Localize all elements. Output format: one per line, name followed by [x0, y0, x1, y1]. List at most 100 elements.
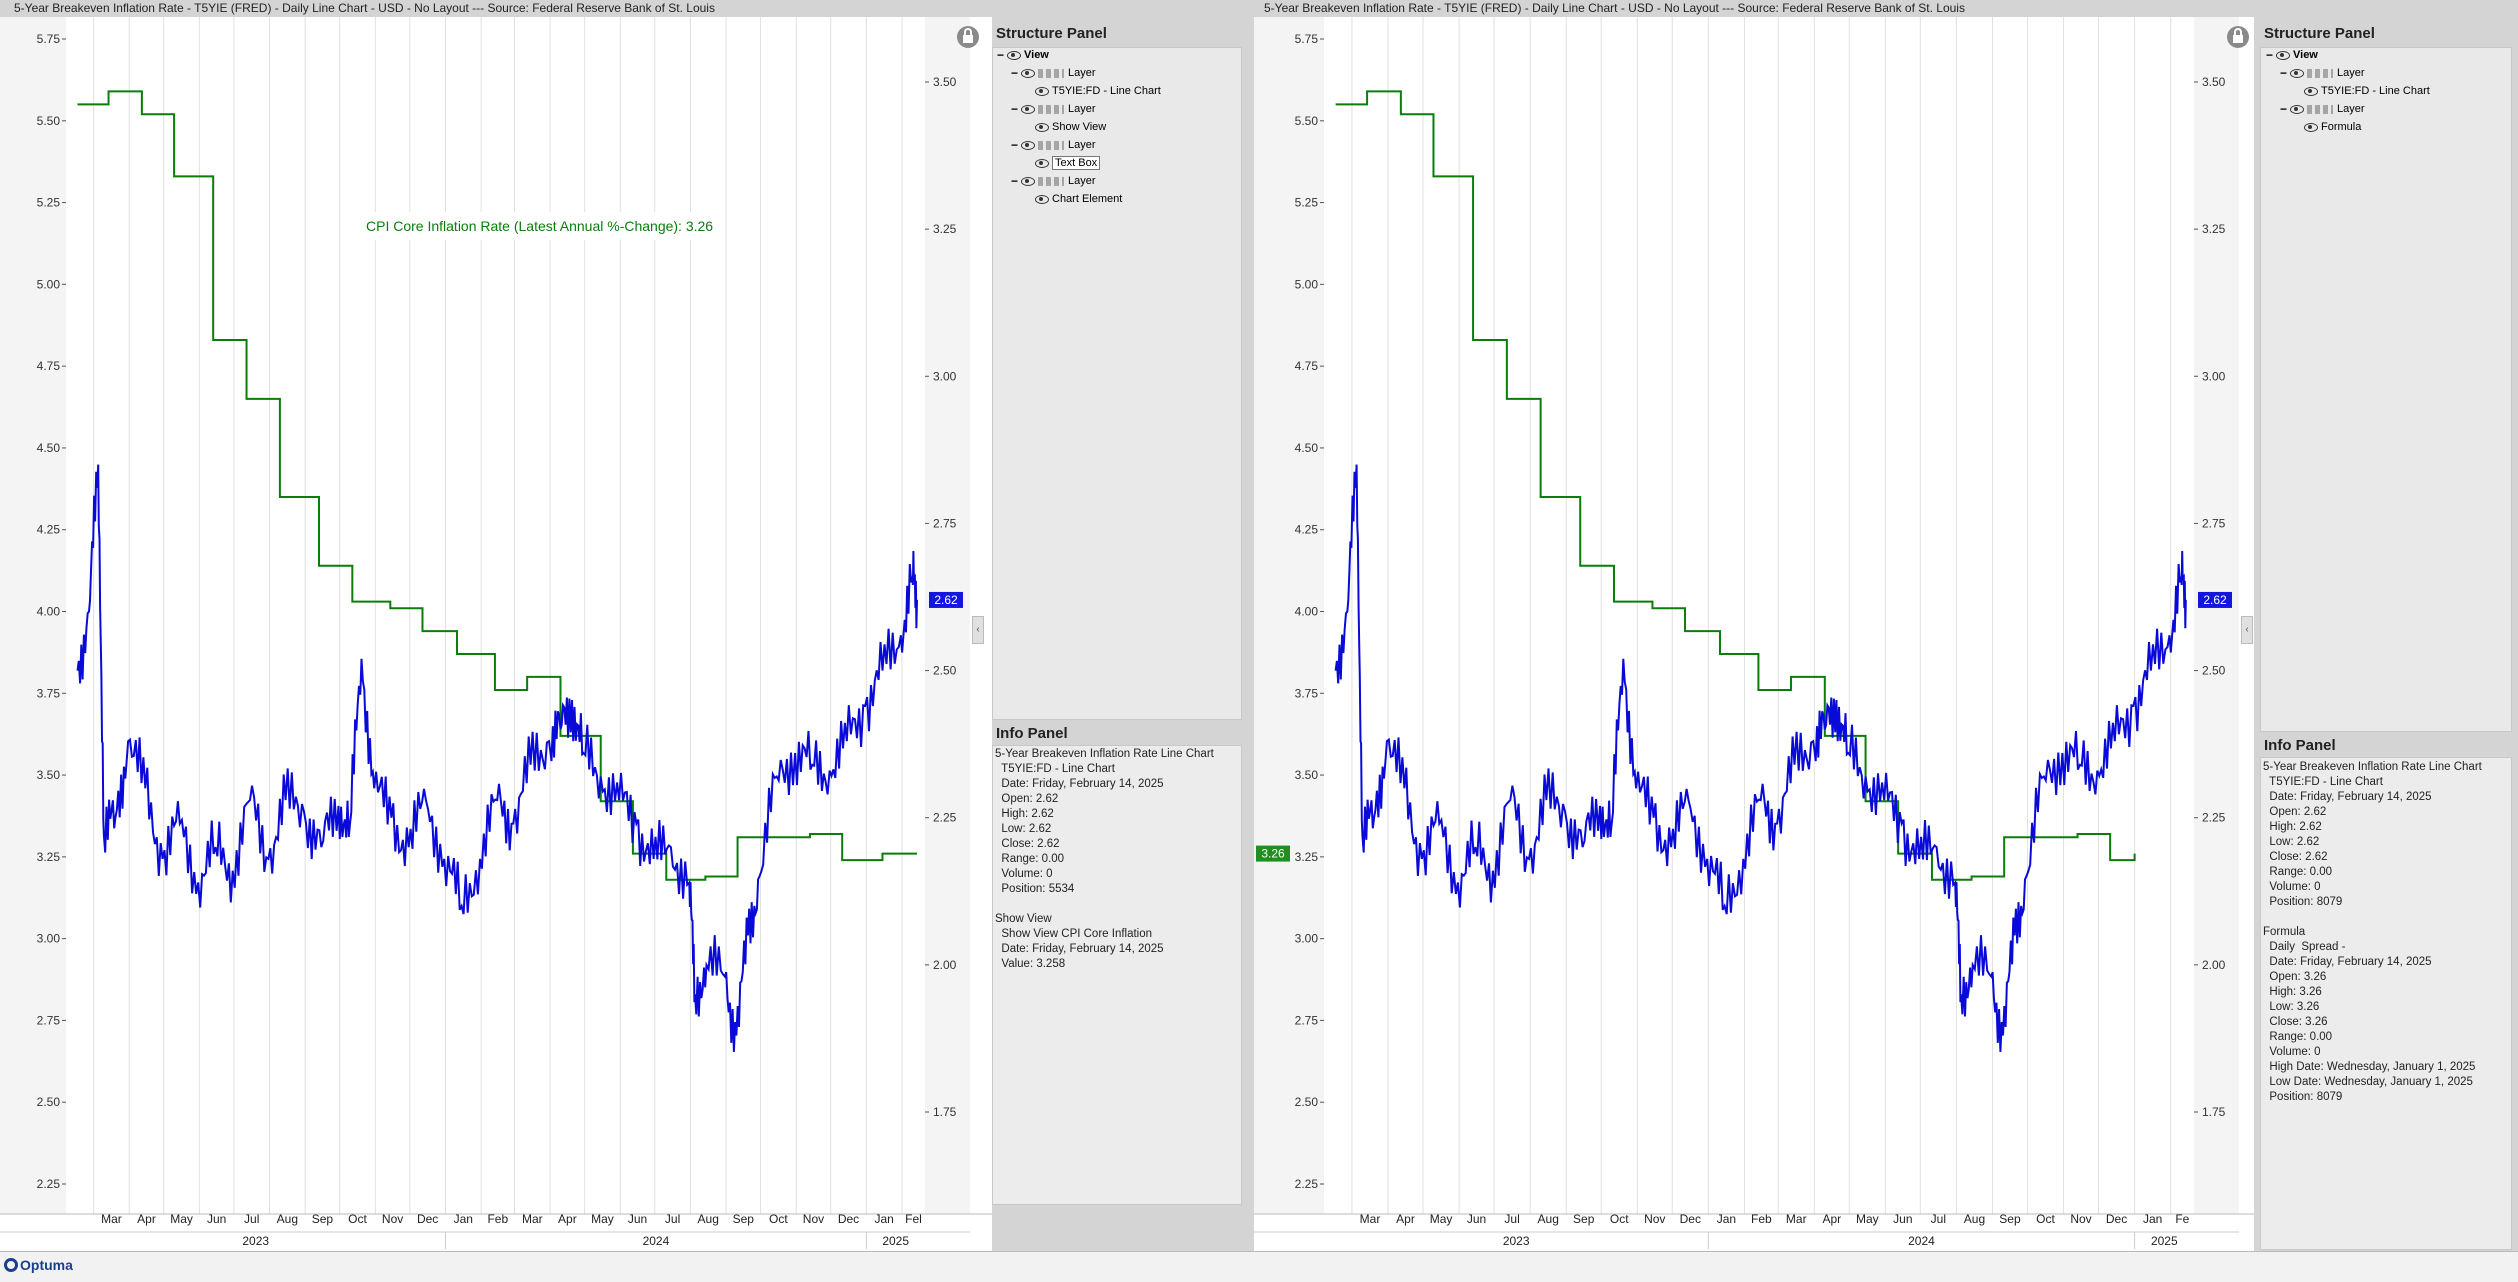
eye-icon[interactable]: [2304, 122, 2318, 132]
left-axis-background: [1254, 17, 1324, 1214]
info-line: Open: 2.62: [2263, 806, 2327, 818]
left-axis-tick-label: 5.00: [37, 277, 61, 291]
right-axis-tick-label: 2.25: [2202, 811, 2226, 825]
right-chart[interactable]: Mar Apr May Jun Jul Aug Sep Oct Nov Dec Jan Feb Mar A…: [1254, 17, 2254, 1251]
annotation-text: CPI Core Inflation Rate (Latest Annual %…: [366, 218, 713, 234]
month-tick-label: Sep: [733, 1212, 755, 1226]
status-bar: Optuma: [0, 1251, 2518, 1282]
structure-item-view[interactable]: − View: [2266, 47, 2318, 63]
structure-item-label: View: [1024, 49, 1049, 61]
left-axis-tick-label: 3.50: [37, 768, 61, 782]
expand-toggle-icon[interactable]: −: [997, 48, 1005, 62]
structure-item-t5yie-fd-line-chart[interactable]: T5YIE:FD - Line Chart: [2294, 83, 2430, 99]
structure-item-label: Layer: [2337, 67, 2365, 79]
eye-icon[interactable]: [1021, 140, 1035, 150]
month-tick-label: Mar: [522, 1212, 543, 1226]
layer-tools-icon[interactable]: [2307, 68, 2333, 78]
eye-icon[interactable]: [1021, 176, 1035, 186]
structure-item-layer[interactable]: − Layer: [2280, 65, 2365, 81]
expand-toggle-icon[interactable]: −: [1011, 66, 1019, 80]
structure-item-formula[interactable]: Formula: [2294, 119, 2361, 135]
collapse-panel-tab[interactable]: ‹: [972, 616, 984, 644]
left-axis-tick-label: 5.50: [1295, 114, 1319, 128]
eye-icon[interactable]: [2276, 50, 2290, 60]
eye-icon[interactable]: [1035, 86, 1049, 96]
left-chart[interactable]: Mar Apr May Jun Jul Aug Sep Oct Nov Dec Jan Feb Mar A…: [0, 17, 992, 1251]
expand-toggle-icon[interactable]: −: [2266, 48, 2274, 62]
layer-tools-icon[interactable]: [1038, 104, 1064, 114]
info-line: High: 2.62: [2263, 821, 2322, 833]
info-line: Close: 2.62: [995, 838, 1060, 850]
collapse-panel-tab[interactable]: ‹: [2241, 616, 2253, 644]
left-axis-tick-label: 3.25: [37, 850, 61, 864]
month-tick-label: Apr: [558, 1212, 577, 1226]
left-axis-tick-label: 2.50: [37, 1095, 61, 1109]
info-line: [2263, 910, 2482, 925]
structure-item-view[interactable]: − View: [997, 47, 1049, 63]
year-tick-label: 2024: [1908, 1234, 1935, 1248]
expand-toggle-icon[interactable]: −: [2280, 66, 2288, 80]
month-tick-label: Nov: [2070, 1212, 2091, 1226]
structure-item-layer[interactable]: − Layer: [1011, 101, 1096, 117]
layer-tools-icon[interactable]: [1038, 68, 1064, 78]
expand-toggle-icon[interactable]: −: [1011, 102, 1019, 116]
left-axis-tick-label: 4.50: [1295, 441, 1319, 455]
eye-icon[interactable]: [1007, 50, 1021, 60]
lock-icon[interactable]: [2227, 24, 2249, 50]
info-line: Position: 8079: [2263, 896, 2343, 908]
right-axis-tick-label: 2.25: [933, 811, 957, 825]
right-axis-tick-label: 3.25: [2202, 222, 2226, 236]
month-tick-label: Jan: [874, 1212, 893, 1226]
eye-icon[interactable]: [2290, 104, 2304, 114]
eye-icon[interactable]: [1021, 68, 1035, 78]
structure-item-layer[interactable]: − Layer: [1011, 65, 1096, 81]
eye-icon[interactable]: [1035, 194, 1049, 204]
structure-item-text-box[interactable]: Text Box: [1025, 155, 1101, 171]
structure-item-layer[interactable]: − Layer: [1011, 173, 1096, 189]
year-tick-label: 2023: [242, 1234, 269, 1248]
expand-toggle-icon[interactable]: −: [1011, 138, 1019, 152]
right-axis-tick-label: 3.25: [933, 222, 957, 236]
info-line: Volume: 0: [2263, 1046, 2321, 1058]
structure-item-t5yie-fd-line-chart[interactable]: T5YIE:FD - Line Chart: [1025, 83, 1161, 99]
month-tick-label: Oct: [348, 1212, 367, 1226]
month-tick-label: Jun: [1467, 1212, 1486, 1226]
left-axis-tick-label: 3.50: [1295, 768, 1319, 782]
eye-icon[interactable]: [2290, 68, 2304, 78]
layer-tools-icon[interactable]: [2307, 104, 2333, 114]
month-tick-label: Jul: [1504, 1212, 1519, 1226]
layer-tools-icon[interactable]: [1038, 140, 1064, 150]
structure-item-chart-element[interactable]: Chart Element: [1025, 191, 1122, 207]
month-tick-label: Nov: [1644, 1212, 1665, 1226]
year-tick-label: 2025: [882, 1234, 909, 1248]
left-axis-tick-label: 3.00: [37, 932, 61, 946]
expand-toggle-icon[interactable]: −: [1011, 174, 1019, 188]
info-line: Close: 3.26: [2263, 1016, 2328, 1028]
month-tick-label: Jul: [244, 1212, 259, 1226]
eye-icon[interactable]: [1035, 122, 1049, 132]
info-line: Date: Friday, February 14, 2025: [2263, 956, 2432, 968]
info-line: 5-Year Breakeven Inflation Rate Line Cha…: [2263, 761, 2482, 773]
right-axis-tick-label: 2.00: [2202, 958, 2226, 972]
right-info-header: Info Panel: [2264, 737, 2336, 754]
info-line: Low: 2.62: [995, 823, 1052, 835]
expand-toggle-icon[interactable]: −: [2280, 102, 2288, 116]
month-tick-label: Feb: [1751, 1212, 1772, 1226]
info-line: Date: Friday, February 14, 2025: [995, 778, 1164, 790]
month-tick-label: Jun: [1893, 1212, 1912, 1226]
month-tick-label: Mar: [1786, 1212, 1807, 1226]
info-line: High: 2.62: [995, 808, 1054, 820]
month-tick-label: Mar: [101, 1212, 122, 1226]
eye-icon[interactable]: [2304, 86, 2318, 96]
layer-tools-icon[interactable]: [1038, 176, 1064, 186]
info-line: Date: Friday, February 14, 2025: [2263, 791, 2432, 803]
eye-icon[interactable]: [1035, 158, 1049, 168]
month-tick-label: Nov: [382, 1212, 403, 1226]
info-line: Low: 2.62: [2263, 836, 2320, 848]
structure-item-layer[interactable]: − Layer: [2280, 101, 2365, 117]
structure-item-layer[interactable]: − Layer: [1011, 137, 1096, 153]
lock-icon[interactable]: [957, 24, 979, 50]
structure-item-show-view[interactable]: Show View: [1025, 119, 1106, 135]
month-tick-label: Mar: [1360, 1212, 1381, 1226]
eye-icon[interactable]: [1021, 104, 1035, 114]
